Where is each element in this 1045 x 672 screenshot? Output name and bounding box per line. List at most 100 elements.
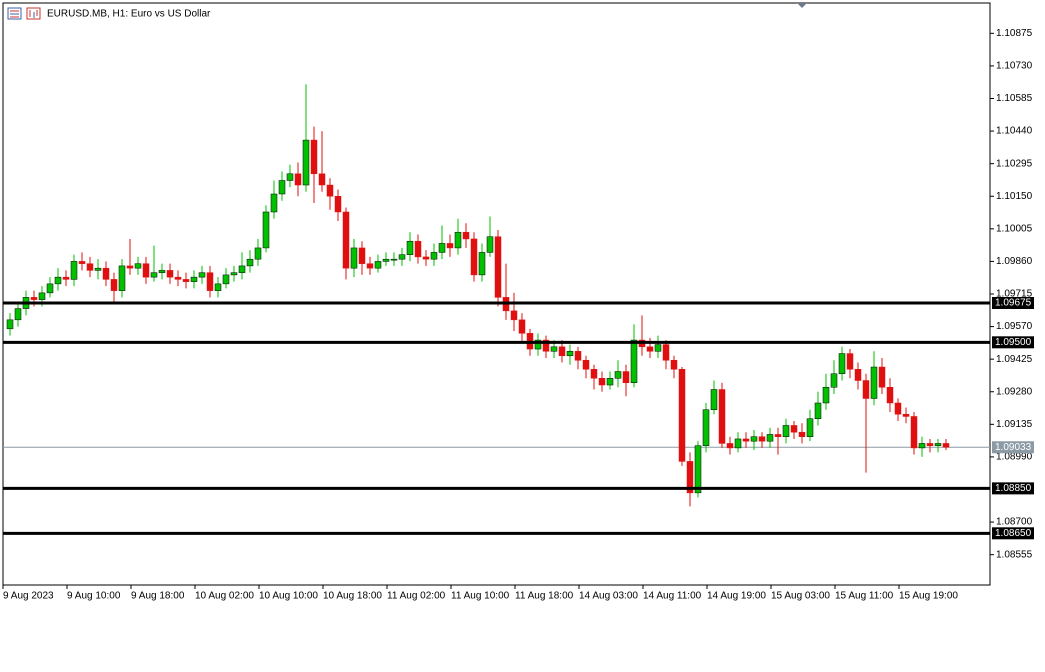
candle-body [710, 389, 718, 410]
candle-body [790, 425, 798, 433]
last-price-label: 1.09033 [995, 442, 1032, 453]
candle-body [478, 252, 486, 276]
candle-body [294, 173, 302, 186]
level-label: 1.09500 [995, 337, 1032, 348]
y-tick-label: 1.10440 [996, 126, 1033, 137]
x-tick-label: 15 Aug 19:00 [899, 591, 958, 602]
header-icons [7, 7, 41, 20]
candle-body [542, 339, 550, 352]
shift-marker [797, 3, 807, 8]
candle-body [862, 380, 870, 399]
candle-body [590, 369, 598, 379]
candle-body [702, 409, 710, 446]
candle-body [254, 247, 262, 260]
x-tick-label: 14 Aug 19:00 [707, 591, 766, 602]
candle-body [334, 196, 342, 213]
x-tick-label: 11 Aug 10:00 [451, 591, 510, 602]
candle-body [598, 378, 606, 386]
x-tick-label: 9 Aug 18:00 [131, 591, 185, 602]
candle-body [374, 261, 382, 269]
candle-body [662, 344, 670, 361]
x-tick-label: 10 Aug 18:00 [323, 591, 382, 602]
level-box [992, 296, 1034, 309]
candle-body [270, 193, 278, 213]
candle-body [766, 434, 774, 442]
candle-body [54, 276, 62, 285]
x-tick-label: 10 Aug 02:00 [195, 591, 254, 602]
x-tick-label: 15 Aug 11:00 [835, 591, 894, 602]
candle-body [350, 247, 358, 269]
level-label: 1.09675 [995, 298, 1032, 309]
candle-body [198, 272, 206, 278]
candle-body [86, 263, 94, 271]
candle-body [398, 254, 406, 260]
candle-body [134, 263, 142, 269]
x-tick-label: 14 Aug 03:00 [579, 591, 638, 602]
y-tick-label: 1.09570 [996, 321, 1033, 332]
candle-body [390, 258, 398, 261]
candle-body [798, 431, 806, 437]
candle-body [494, 236, 502, 298]
candle-body [94, 267, 102, 271]
level-label: 1.08850 [995, 483, 1032, 494]
candle-body [78, 261, 86, 264]
level-box [992, 482, 1034, 495]
last-price-box [992, 441, 1034, 454]
candle-body [318, 173, 326, 186]
candle-body [902, 413, 910, 417]
candle-body [230, 272, 238, 276]
candle-body [510, 310, 518, 321]
candle-body [366, 263, 374, 269]
level-label: 1.08650 [995, 528, 1032, 539]
candle-body [630, 339, 638, 384]
candle-body [622, 371, 630, 384]
candle-body [518, 319, 526, 334]
y-tick-label: 1.09715 [996, 289, 1033, 300]
candle-body [126, 265, 134, 269]
candle-body [806, 418, 814, 437]
candle-body [846, 353, 854, 370]
candle-body [102, 267, 110, 280]
candle-body [382, 258, 390, 262]
candle-body [470, 238, 478, 276]
y-tick-label: 1.10005 [996, 223, 1033, 234]
candle-body [358, 247, 366, 264]
candle-body [934, 443, 942, 446]
candle-body [70, 261, 78, 280]
candle-body [918, 443, 926, 449]
candle-body [422, 256, 430, 260]
candle-body [414, 240, 422, 258]
x-tick-label: 10 Aug 10:00 [259, 591, 318, 602]
candle-body [838, 353, 846, 375]
candle-body [830, 373, 838, 388]
candle-body [342, 211, 350, 269]
candle-body [190, 276, 198, 282]
candle-body [670, 360, 678, 370]
candle-body [614, 371, 622, 379]
candle-body [446, 243, 454, 249]
candle-body [158, 270, 166, 273]
candle-body [750, 436, 758, 442]
candle-body [782, 425, 790, 437]
x-tick-label: 14 Aug 11:00 [643, 591, 702, 602]
candle-body [262, 211, 270, 249]
candle-body [646, 346, 654, 352]
chart-title: EURUSD.MB, H1: Euro vs US Dollar [47, 9, 211, 20]
candle-body [574, 351, 582, 361]
candle-body [694, 445, 702, 494]
candle-body [886, 387, 894, 404]
y-tick-label: 1.09280 [996, 386, 1033, 397]
candle-body [182, 279, 190, 282]
y-tick-label: 1.09860 [996, 256, 1033, 267]
y-tick-label: 1.08555 [996, 549, 1033, 560]
candle-body [558, 346, 566, 357]
x-tick-label: 9 Aug 2023 [3, 591, 54, 602]
x-tick-label: 9 Aug 10:00 [67, 591, 121, 602]
candle-body [534, 339, 542, 350]
candle-body [302, 139, 310, 186]
candle-body [118, 265, 126, 291]
candle-body [30, 297, 38, 300]
candle-body [38, 292, 46, 300]
candle-body [142, 263, 150, 278]
